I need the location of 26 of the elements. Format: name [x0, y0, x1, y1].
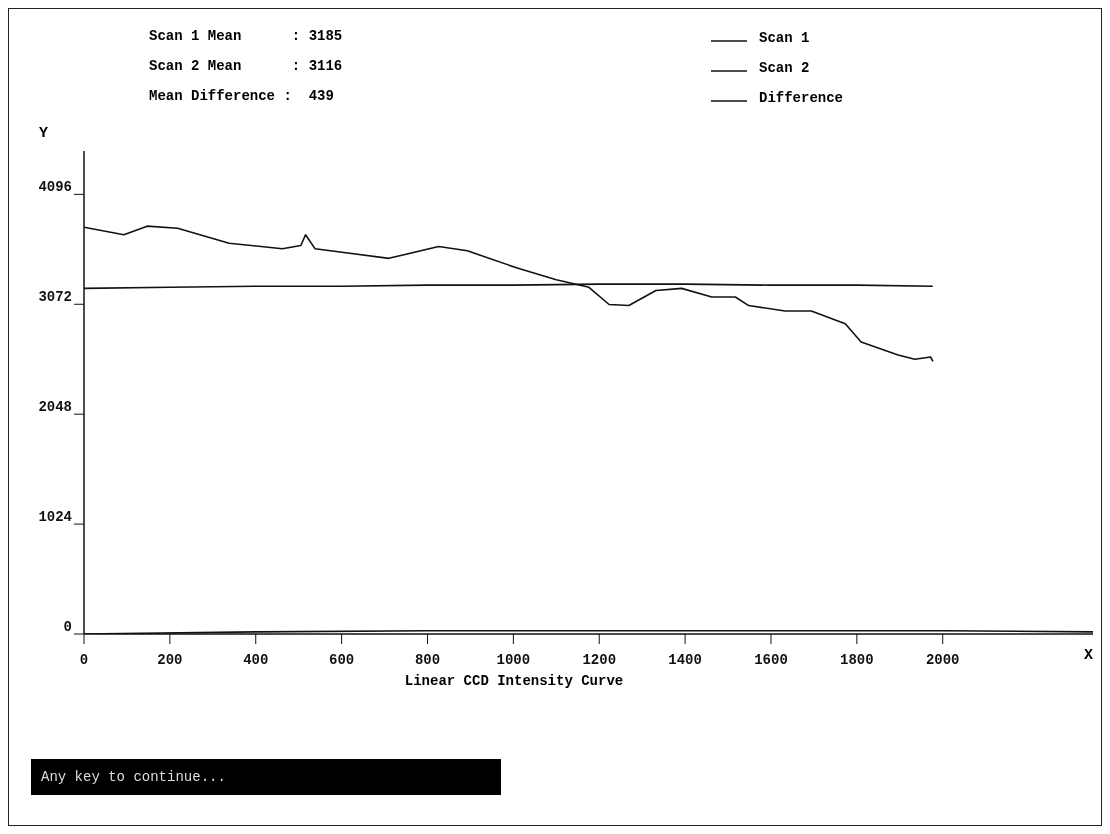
- x-tick-label: 1200: [582, 651, 617, 668]
- x-axis-title: Linear CCD Intensity Curve: [403, 673, 625, 689]
- y-tick-label: 4096: [38, 179, 72, 196]
- x-tick-label: 1400: [668, 651, 702, 668]
- legend-label: Scan 2: [759, 59, 810, 78]
- x-tick-label: 2000: [925, 651, 960, 668]
- x-tick-label: 200: [157, 651, 183, 668]
- legend-label: Scan 1: [759, 29, 810, 48]
- x-tick-label: 1600: [754, 651, 788, 668]
- text: Scan 2 Mean : 3116: [149, 57, 343, 76]
- x-tick-label: 400: [243, 651, 269, 668]
- x-tick-label: 0: [79, 651, 89, 668]
- x-tick-label: 1800: [840, 651, 874, 668]
- y-tick-label: 3072: [38, 289, 72, 306]
- x-tick-label: 600: [329, 651, 355, 668]
- legend-label: Difference: [759, 89, 844, 108]
- x-tick-label: 800: [414, 651, 441, 668]
- y-tick-label: 1024: [38, 509, 72, 526]
- text: Scan 1 Mean : 3185: [149, 27, 343, 46]
- y-tick-label: 0: [63, 618, 72, 635]
- text: Mean Difference : 439: [149, 87, 335, 106]
- text: Any key to continue...: [31, 759, 501, 795]
- text: X: [1084, 647, 1094, 664]
- y-axis-title: Y: [39, 125, 49, 142]
- y-tick-label: 2048: [38, 399, 72, 416]
- x-tick-label: 1000: [496, 651, 531, 668]
